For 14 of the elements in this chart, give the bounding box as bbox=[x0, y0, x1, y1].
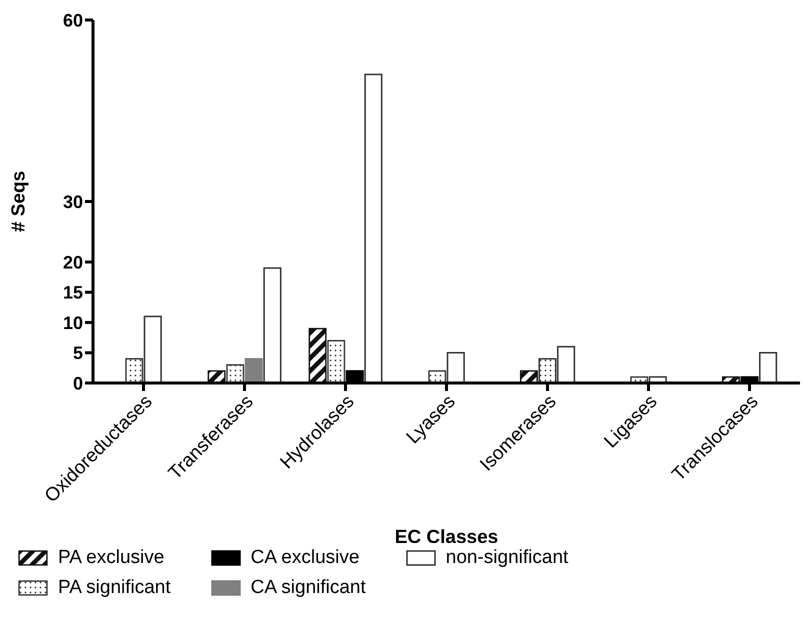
y-tick-label: 20 bbox=[62, 252, 83, 272]
legend-label: non-significant bbox=[446, 547, 568, 569]
y-tick-label: 10 bbox=[62, 312, 83, 333]
y-tick-label: 60 bbox=[62, 10, 83, 30]
x-axis-title: EC Classes bbox=[394, 527, 498, 548]
legend-label: PA exclusive bbox=[58, 547, 164, 569]
legend-label: PA significant bbox=[58, 577, 171, 599]
y-tick-label: 5 bbox=[72, 343, 83, 364]
y-tick-label: 0 bbox=[72, 373, 83, 394]
y-axis-title: # Seqs bbox=[8, 170, 30, 232]
y-tick-label: 30 bbox=[62, 192, 83, 212]
y-tick-label: 15 bbox=[62, 282, 83, 303]
legend-label: CA significant bbox=[250, 577, 366, 599]
legend-label: CA exclusive bbox=[250, 547, 360, 569]
